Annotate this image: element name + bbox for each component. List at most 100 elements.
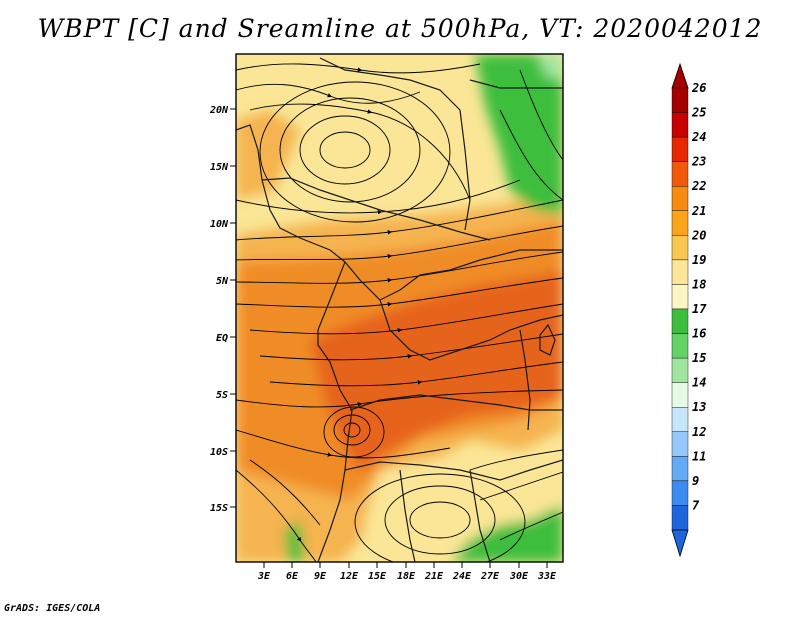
colorbar-cells — [671, 87, 689, 531]
streamline — [236, 83, 421, 104]
streamline-ring — [279, 97, 421, 203]
lat-label: EQ — [216, 333, 228, 344]
field-17C-southeast — [450, 505, 563, 562]
colorbar-label: 14 — [692, 376, 706, 390]
border — [519, 329, 531, 431]
lat-tick-10S: 10S — [210, 447, 236, 458]
colorbar: 26 25 24 23 22 21 20 19 18 17 16 15 14 13 12 11 9 7 — [671, 62, 707, 558]
streamline — [236, 179, 521, 215]
colorbar-cell — [671, 186, 689, 211]
streamline — [249, 303, 563, 335]
colorbar-label: 20 — [691, 228, 706, 242]
lon-tick-9E: 9E — [314, 562, 327, 582]
temperature-field — [236, 54, 563, 562]
field-23C-core — [310, 270, 563, 470]
streamline — [499, 511, 563, 541]
lon-tick-18E: 18E — [397, 562, 416, 582]
lon-tick-12E: 12E — [340, 562, 359, 582]
colorbar-cell — [671, 407, 689, 432]
streamline-ring — [354, 473, 526, 562]
lon-label: 33E — [537, 571, 557, 582]
colorbar-label: 19 — [692, 253, 706, 267]
colorbar-label: 26 — [691, 81, 706, 95]
streamline-ring — [323, 406, 385, 458]
colorbar-cell — [671, 87, 689, 113]
political-boundaries — [236, 57, 563, 562]
colorbar-label: 12 — [692, 425, 706, 439]
streamline — [479, 471, 563, 501]
colorbar-cell — [671, 480, 689, 506]
streamline-ring — [384, 485, 496, 555]
lon-tick-6E: 6E — [286, 562, 299, 582]
streamline — [519, 69, 563, 161]
streamline — [236, 63, 481, 74]
lat-tick-5S: 5S — [216, 390, 236, 401]
latitude-axis: 20N 15N 10N 5N EQ 5S 10S 15S — [209, 105, 236, 514]
border — [319, 57, 471, 231]
streamline — [469, 449, 563, 471]
lat-tick-EQ: EQ — [216, 333, 236, 344]
lat-label: 10S — [210, 447, 228, 458]
colorbar-label: 23 — [691, 155, 706, 169]
border — [344, 249, 563, 301]
border — [344, 459, 563, 481]
colorbar-cell — [671, 357, 689, 383]
lon-label: 9E — [314, 571, 327, 582]
colorbar-label: 11 — [692, 449, 706, 463]
lat-tick-15S: 15S — [210, 503, 236, 514]
streamline — [236, 251, 563, 284]
colorbar-label: 7 — [692, 498, 700, 512]
colorbar-cell — [671, 431, 689, 457]
colorbar-cell — [671, 259, 689, 285]
lon-tick-3E: 3E — [257, 562, 271, 582]
lat-label: 15S — [210, 503, 228, 514]
streamline — [499, 109, 563, 201]
lon-tick-30E: 30E — [509, 562, 529, 582]
colorbar-label: 16 — [692, 327, 706, 341]
border — [469, 79, 563, 89]
field-16C-corner — [538, 54, 563, 80]
streamlines — [236, 63, 563, 562]
colorbar-bottom-arrow — [671, 529, 689, 558]
colorbar-label: 22 — [691, 179, 706, 193]
colorbar-top-arrow — [671, 62, 689, 89]
map-frame — [235, 53, 564, 563]
lon-label: 24E — [452, 571, 472, 582]
colorbar-label: 24 — [691, 130, 706, 144]
colorbar-cell — [671, 308, 689, 334]
streamline — [269, 361, 563, 387]
streamline — [236, 389, 563, 408]
lat-tick-5N: 5N — [216, 276, 236, 287]
colorbar-label: 25 — [691, 106, 706, 120]
streamline-ring — [409, 501, 471, 539]
lon-tick-24E: 24E — [452, 562, 472, 582]
streamline — [236, 277, 563, 308]
lon-tick-33E: 33E — [537, 562, 557, 582]
lat-label: 10N — [210, 219, 229, 230]
field-17C-northeast — [475, 54, 563, 215]
colorbar-cell — [671, 505, 689, 531]
border — [379, 299, 563, 361]
colorbar-label: 13 — [692, 400, 706, 414]
border — [469, 469, 491, 562]
streamline — [236, 199, 563, 241]
lon-tick-15E: 15E — [368, 562, 387, 582]
streamline-ring — [319, 131, 371, 169]
map-title: WBPT [C] and Sreamline at 500hPa, VT: 20… — [37, 14, 763, 43]
colorbar-label: 18 — [692, 277, 706, 291]
lat-tick-20N: 20N — [209, 105, 236, 116]
lon-label: 27E — [480, 571, 500, 582]
colorbar-labels: 26 25 24 23 22 21 20 19 18 17 16 15 14 13 12 11 9 7 — [691, 81, 707, 512]
colorbar-cell — [671, 112, 689, 138]
lon-tick-21E: 21E — [424, 562, 444, 582]
border — [261, 177, 491, 241]
streamline — [249, 103, 471, 201]
lat-tick-15N: 15N — [210, 162, 236, 173]
colorbar-label: 15 — [692, 351, 706, 365]
lat-label: 15N — [210, 162, 229, 173]
colorbar-label: 17 — [692, 302, 707, 316]
colorbar-label: 9 — [692, 474, 699, 488]
lat-label: 5S — [216, 390, 228, 401]
lon-label: 30E — [509, 571, 529, 582]
lon-label: 6E — [286, 571, 299, 582]
